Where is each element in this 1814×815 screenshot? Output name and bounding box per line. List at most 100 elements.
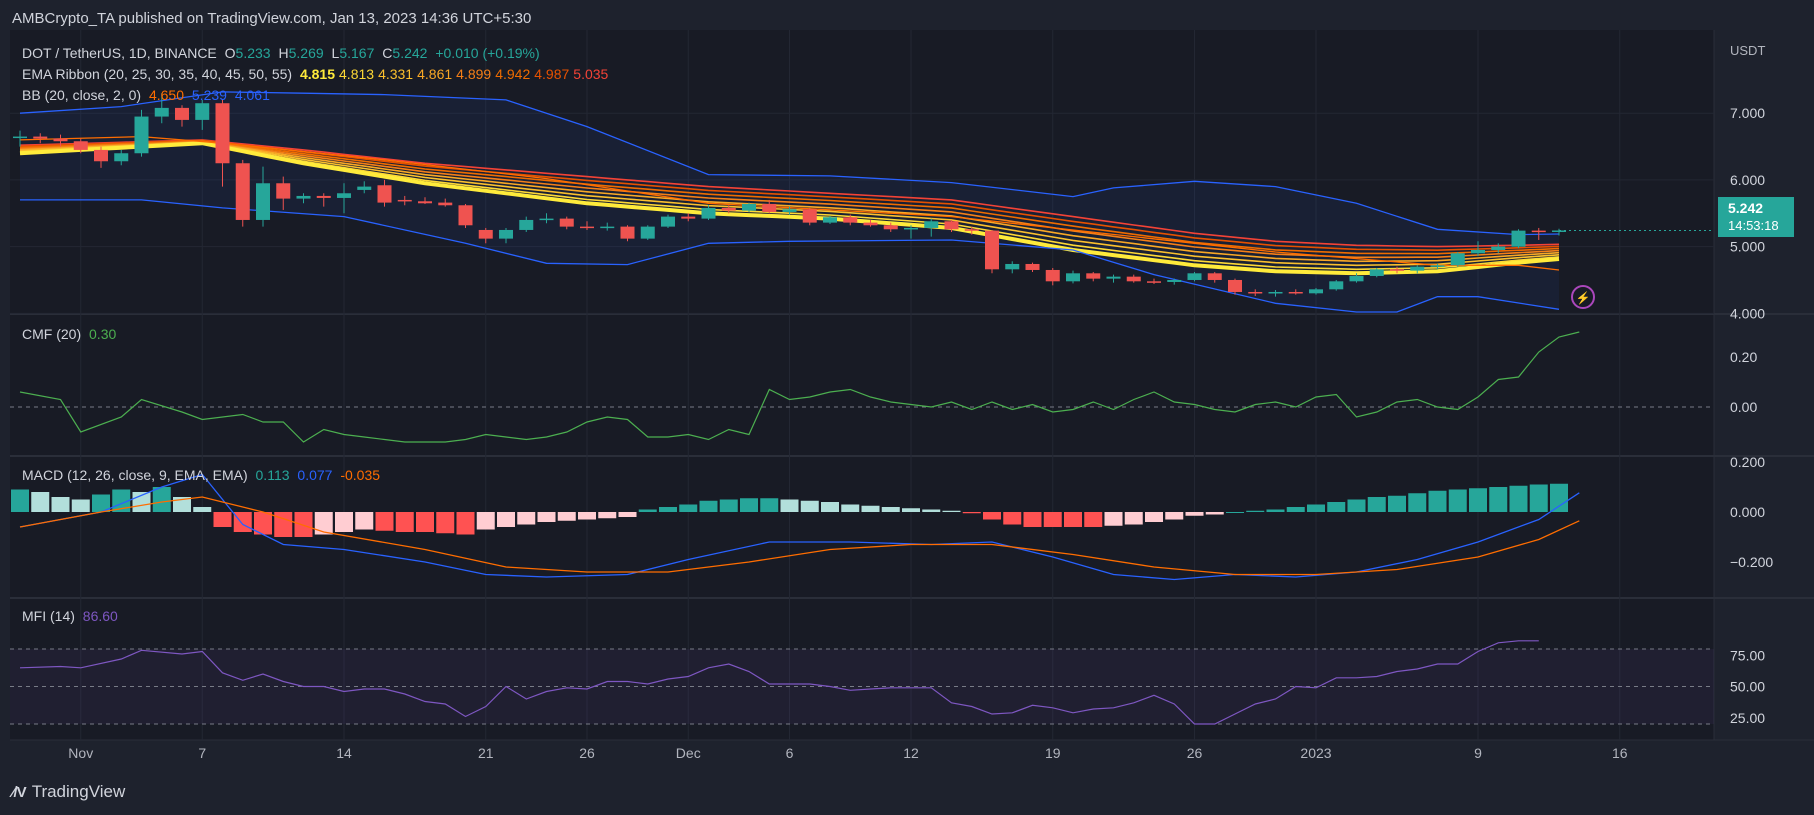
macd-histogram-bar (861, 505, 880, 512)
candle (438, 202, 453, 206)
macd-histogram-bar (213, 512, 232, 527)
macd-histogram-bar (1469, 488, 1487, 512)
macd-histogram-bar (335, 512, 353, 532)
macd-label[interactable]: MACD (12, 26, close, 9, EMA, EMA) (22, 467, 248, 483)
x-tick-label: 6 (786, 745, 794, 761)
high-label: H (278, 45, 289, 61)
macd-histogram-bar (274, 512, 293, 537)
candle (296, 195, 311, 199)
candle (1369, 269, 1384, 276)
candle (316, 195, 331, 198)
bb-legend[interactable]: BB (20, close, 2, 0) 4.650 5.239 4.061 (22, 87, 274, 103)
macd-histogram-bar (1023, 512, 1042, 527)
macd-histogram-bar (112, 489, 131, 512)
candle (1207, 273, 1222, 280)
macd-histogram-bar (659, 507, 677, 512)
candle (661, 216, 675, 227)
price-tick-label: 6.000 (1730, 172, 1765, 188)
macd-histogram-bar (416, 512, 434, 532)
candle (1086, 273, 1101, 279)
macd-histogram-bar (1043, 512, 1062, 527)
candle (1450, 253, 1465, 266)
candle (1228, 279, 1242, 292)
candle (175, 107, 189, 120)
x-tick-label: 26 (579, 745, 595, 761)
mfi-legend[interactable]: MFI (14) 86.60 (22, 608, 122, 624)
macd-histogram-bar (294, 512, 313, 537)
main-legend[interactable]: DOT / TetherUS, 1D, BINANCE O5.233 H5.26… (22, 45, 544, 61)
low-value: 5.167 (339, 45, 375, 61)
macd-histogram-bar (193, 507, 212, 512)
bb-label[interactable]: BB (20, close, 2, 0) (22, 87, 142, 103)
macd-histogram-bar (557, 512, 576, 521)
macd-histogram-bar (740, 498, 758, 512)
candle (1309, 289, 1323, 294)
x-tick-label: Dec (676, 745, 701, 761)
bar-countdown: 14:53:18 (1728, 218, 1779, 233)
macd-signal-value: -0.035 (340, 467, 381, 483)
macd-legend[interactable]: MACD (12, 26, close, 9, EMA, EMA) 0.113 … (22, 467, 384, 483)
bb-lower-value: 4.061 (234, 87, 270, 103)
candle (276, 183, 291, 199)
candle (357, 186, 372, 190)
candle (620, 226, 635, 239)
mfi-label[interactable]: MFI (14) (22, 608, 75, 624)
bollinger-upper (19, 91, 1560, 236)
macd-histogram-bar (375, 512, 394, 531)
candle (1511, 230, 1526, 247)
mfi-tick-label: 50.00 (1730, 679, 1765, 695)
open-label: O (224, 45, 236, 61)
ema-line-20 (19, 141, 1560, 276)
macd-histogram-bar (983, 512, 1001, 520)
macd-histogram-bar (1226, 512, 1244, 513)
candle (600, 226, 615, 229)
candle (13, 136, 27, 139)
macd-histogram-bar (1246, 510, 1265, 512)
x-tick-label: 19 (1045, 745, 1061, 761)
ema-ribbon-legend[interactable]: EMA Ribbon (20, 25, 30, 35, 40, 45, 50, … (22, 66, 612, 82)
candle (1045, 269, 1060, 282)
candle (1410, 266, 1425, 271)
candle (964, 229, 979, 231)
candle (519, 219, 534, 230)
mfi-value: 86.60 (82, 608, 118, 624)
candle (782, 209, 797, 212)
tradingview-brand[interactable]: ⁄/V TradingView (12, 782, 125, 802)
candle (742, 203, 756, 211)
macd-histogram-bar (699, 500, 718, 512)
ema-value-1: 4.813 (339, 66, 375, 82)
x-tick-label: 21 (478, 745, 494, 761)
candle (1349, 275, 1364, 282)
candle (33, 136, 48, 139)
candle (1390, 269, 1404, 271)
macd-histogram-bar (1327, 502, 1346, 512)
candle (1531, 230, 1546, 233)
cmf-label[interactable]: CMF (20) (22, 326, 82, 342)
macd-signal-line (19, 496, 1580, 576)
symbol-label[interactable]: DOT / TetherUS, 1D, BINANCE (22, 45, 217, 61)
candle (256, 183, 270, 220)
x-tick-label: 14 (336, 745, 352, 761)
candle (1005, 263, 1020, 270)
candle (499, 229, 513, 239)
macd-histogram-bar (618, 512, 637, 517)
x-tick-label: 9 (1474, 745, 1482, 761)
candle (1268, 291, 1283, 294)
bb-basis-value: 4.650 (148, 87, 184, 103)
x-tick-label: Nov (68, 745, 93, 761)
macd-histogram-bar (1448, 489, 1467, 512)
ema-ribbon-label[interactable]: EMA Ribbon (20, 25, 30, 35, 40, 45, 50, … (22, 66, 293, 82)
close-value: 5.242 (392, 45, 428, 61)
macd-histogram-bar (578, 512, 596, 520)
macd-histogram-bar (1509, 485, 1528, 512)
low-label: L (331, 45, 340, 61)
cmf-legend[interactable]: CMF (20) 0.30 (22, 326, 120, 342)
macd-histogram-bar (902, 508, 920, 512)
brand-name: TradingView (31, 782, 126, 801)
macd-histogram-bar (497, 512, 515, 527)
candle (539, 218, 554, 221)
price-tick-label: 5.000 (1730, 239, 1765, 255)
candle (377, 185, 392, 203)
